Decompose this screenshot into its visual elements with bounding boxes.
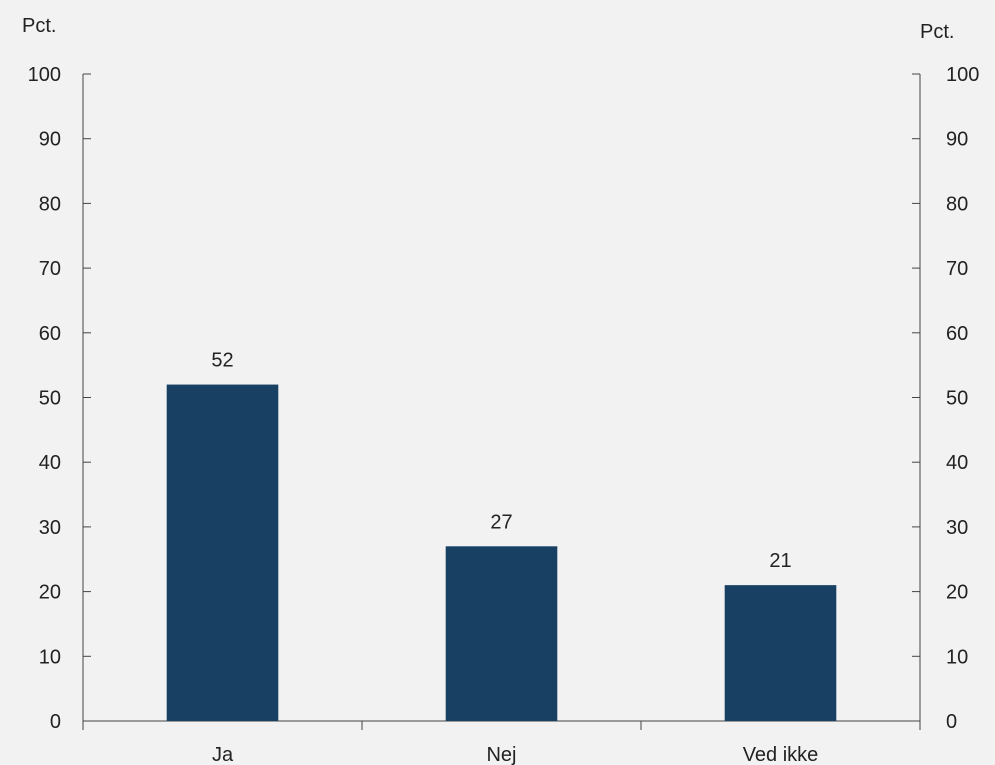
y-tick-label-right: 20 [946,582,968,604]
y-tick-label-right: 100 [946,64,979,86]
y-tick-label-right: 60 [946,323,968,345]
y-tick-label-left: 0 [50,711,61,733]
y-tick-label-right: 70 [946,258,968,280]
y-tick-label-right: 80 [946,193,968,215]
y-axis-unit-right: Pct. [920,21,954,43]
x-category-label: Ja [212,744,234,765]
y-tick-label-left: 40 [39,452,61,474]
y-tick-label-left: 10 [39,646,61,668]
x-category-label: Ved ikke [743,744,819,765]
y-tick-label-right: 0 [946,711,957,733]
y-tick-label-left: 80 [39,193,61,215]
bar-ved-ikke [724,585,837,721]
data-label: 21 [769,550,791,572]
y-tick-label-right: 30 [946,517,968,539]
y-tick-label-right: 50 [946,388,968,410]
y-tick-label-left: 20 [39,582,61,604]
data-label: 52 [211,350,233,372]
x-category-label: Nej [486,744,516,765]
y-axis-unit-left: Pct. [22,15,56,37]
y-tick-label-left: 30 [39,517,61,539]
y-tick-label-left: 50 [39,388,61,410]
y-tick-label-right: 40 [946,452,968,474]
y-tick-label-left: 70 [39,258,61,280]
y-tick-label-left: 60 [39,323,61,345]
y-tick-label-right: 90 [946,129,968,151]
y-tick-label-right: 10 [946,646,968,668]
bar-ja [166,384,279,721]
y-tick-label-left: 100 [28,64,61,86]
y-tick-label-left: 90 [39,129,61,151]
bar-nej [445,546,558,721]
data-label: 27 [490,511,512,533]
